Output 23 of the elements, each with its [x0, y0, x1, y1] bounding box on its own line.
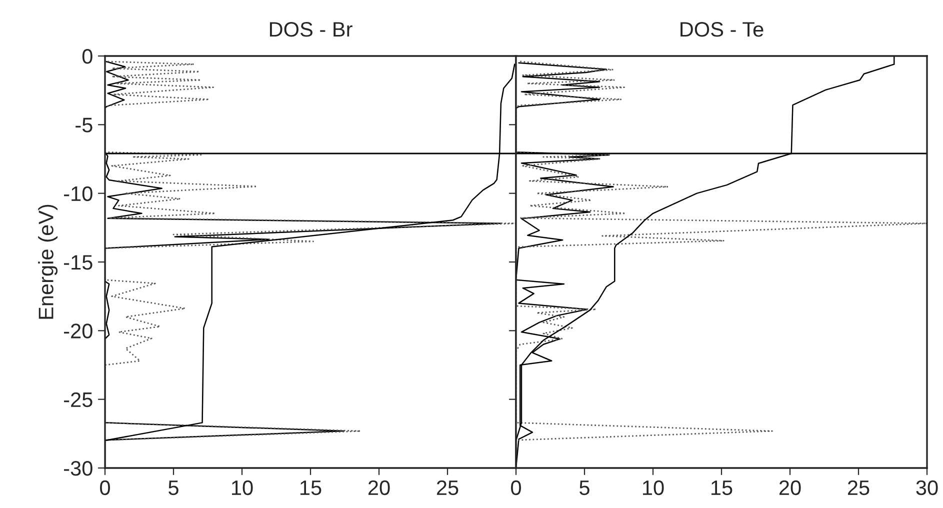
y-tick-label: -20 — [64, 324, 92, 338]
chart-title: DOS - Te — [680, 22, 764, 37]
x-tick-label: 10 — [643, 480, 664, 496]
y-tick-label: -10 — [64, 186, 92, 202]
x-tick-label: 20 — [368, 480, 390, 496]
x-tick-label: 15 — [300, 480, 322, 496]
y-tick-label: 0 — [82, 49, 92, 64]
x-tick-label: 20 — [779, 480, 801, 496]
x-tick-label: 10 — [232, 480, 253, 496]
x-tick-label: 25 — [436, 480, 458, 496]
x-tick-label: 30 — [916, 480, 938, 496]
x-tick-label: 5 — [168, 480, 178, 496]
x-tick-label: 15 — [712, 480, 732, 496]
chart-title: DOS - Br — [270, 22, 352, 37]
y-tick-label: -5 — [76, 118, 92, 132]
x-tick-label: 0 — [511, 480, 521, 496]
y-tick-label: -15 — [64, 255, 92, 270]
y-axis-title: Energie (eV) — [38, 204, 58, 319]
x-tick-label: 25 — [848, 480, 870, 496]
x-tick-label: 0 — [100, 480, 110, 496]
y-tick-label: -30 — [64, 461, 92, 476]
x-tick-label: 5 — [580, 480, 590, 496]
y-tick-label: -25 — [64, 392, 92, 408]
